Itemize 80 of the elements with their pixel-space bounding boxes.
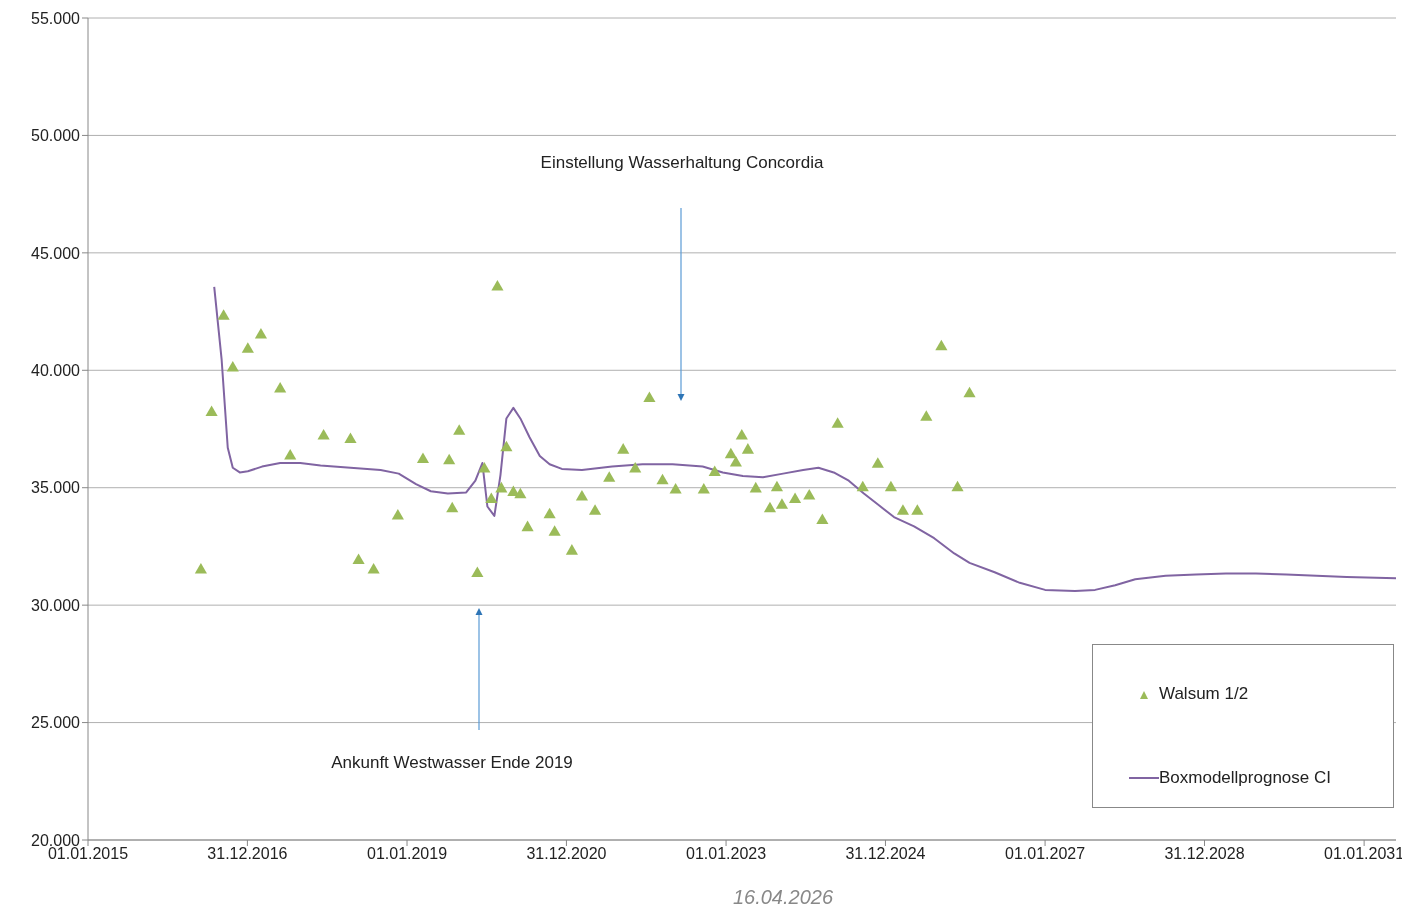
point <box>565 544 578 555</box>
point <box>443 453 456 465</box>
x-tick-label: 01.01.2019 <box>366 845 448 863</box>
point <box>788 492 802 503</box>
y-tick-label: 35.000 <box>31 479 81 497</box>
point <box>317 429 330 440</box>
point <box>548 525 561 536</box>
point <box>453 424 466 435</box>
point <box>205 405 218 417</box>
point <box>543 507 556 519</box>
point <box>194 562 207 574</box>
point <box>763 501 777 513</box>
point <box>485 492 498 503</box>
y-tick-label: 30.000 <box>31 596 81 614</box>
point <box>344 432 357 444</box>
point <box>217 309 230 320</box>
x-tick-label: 31.12.2028 <box>1164 845 1245 863</box>
point <box>729 456 742 467</box>
x-tick-label: 01.01.2027 <box>1005 845 1086 863</box>
point <box>724 447 737 459</box>
annotation: Ankunft Westwasser Ende 2019 <box>331 753 573 772</box>
point <box>656 473 669 485</box>
point <box>500 440 513 452</box>
point <box>514 487 527 499</box>
point <box>617 443 630 454</box>
x-tick-label: 31.12.2024 <box>845 845 926 863</box>
x-tick-label: 31.12.2020 <box>526 845 607 863</box>
x-tick-label: 01.01.2023 <box>686 845 767 863</box>
point <box>629 461 642 473</box>
y-tick-label: 50.000 <box>31 127 81 145</box>
point <box>803 488 816 500</box>
point <box>491 279 504 291</box>
legend-label: Walsum 1/2 <box>1159 684 1249 704</box>
point <box>446 501 459 513</box>
point <box>367 562 380 574</box>
point <box>831 417 844 428</box>
point <box>254 328 268 339</box>
point <box>495 481 508 493</box>
point <box>708 465 721 476</box>
y-tick-label: 55.000 <box>31 9 81 27</box>
point <box>697 483 710 494</box>
y-tick-label: 40.000 <box>31 361 81 379</box>
point <box>588 504 602 515</box>
annotation: Einstellung Wasserhaltung Concordia <box>540 153 824 172</box>
point <box>226 360 239 372</box>
point <box>471 566 484 577</box>
point <box>951 480 964 492</box>
point <box>963 386 976 398</box>
point <box>391 508 404 520</box>
point <box>920 410 933 421</box>
point <box>284 448 297 460</box>
point <box>241 342 254 353</box>
y-tick-label: 45.000 <box>31 244 81 262</box>
y-tick-label: 25.000 <box>31 714 81 732</box>
point <box>643 391 656 402</box>
text: 16.04.2026 <box>732 886 834 908</box>
point <box>816 513 829 525</box>
point <box>884 480 897 492</box>
point <box>871 457 884 468</box>
point <box>775 498 789 509</box>
point <box>935 339 948 351</box>
x-tick-label: 01.01.2015 <box>47 845 129 863</box>
point <box>749 481 762 493</box>
x-tick-label: 31.12.2016 <box>207 845 288 863</box>
point <box>416 452 430 464</box>
line-series <box>213 285 1396 593</box>
point <box>741 443 754 454</box>
point <box>911 504 924 515</box>
point <box>735 429 748 440</box>
point <box>856 480 869 492</box>
point <box>521 520 534 532</box>
point <box>352 553 365 565</box>
point <box>603 471 616 482</box>
point <box>896 504 910 515</box>
point <box>669 483 682 494</box>
point <box>274 382 287 393</box>
point <box>478 461 491 473</box>
point <box>575 490 589 501</box>
point <box>770 480 784 492</box>
legend-label: Boxmodellprognose CI <box>1159 768 1331 788</box>
